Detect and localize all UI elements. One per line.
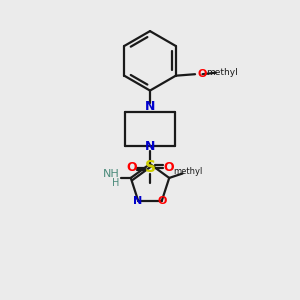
- Text: N: N: [145, 140, 155, 153]
- Text: O: O: [197, 69, 207, 79]
- Text: H: H: [112, 178, 119, 188]
- Text: N: N: [145, 100, 155, 113]
- Text: S: S: [145, 160, 155, 175]
- Text: methyl: methyl: [206, 68, 238, 77]
- Text: O: O: [157, 196, 167, 206]
- Text: O: O: [126, 161, 137, 174]
- Text: O: O: [163, 161, 174, 174]
- Text: methyl: methyl: [173, 167, 202, 176]
- Text: N: N: [134, 196, 143, 206]
- Text: NH: NH: [103, 169, 119, 179]
